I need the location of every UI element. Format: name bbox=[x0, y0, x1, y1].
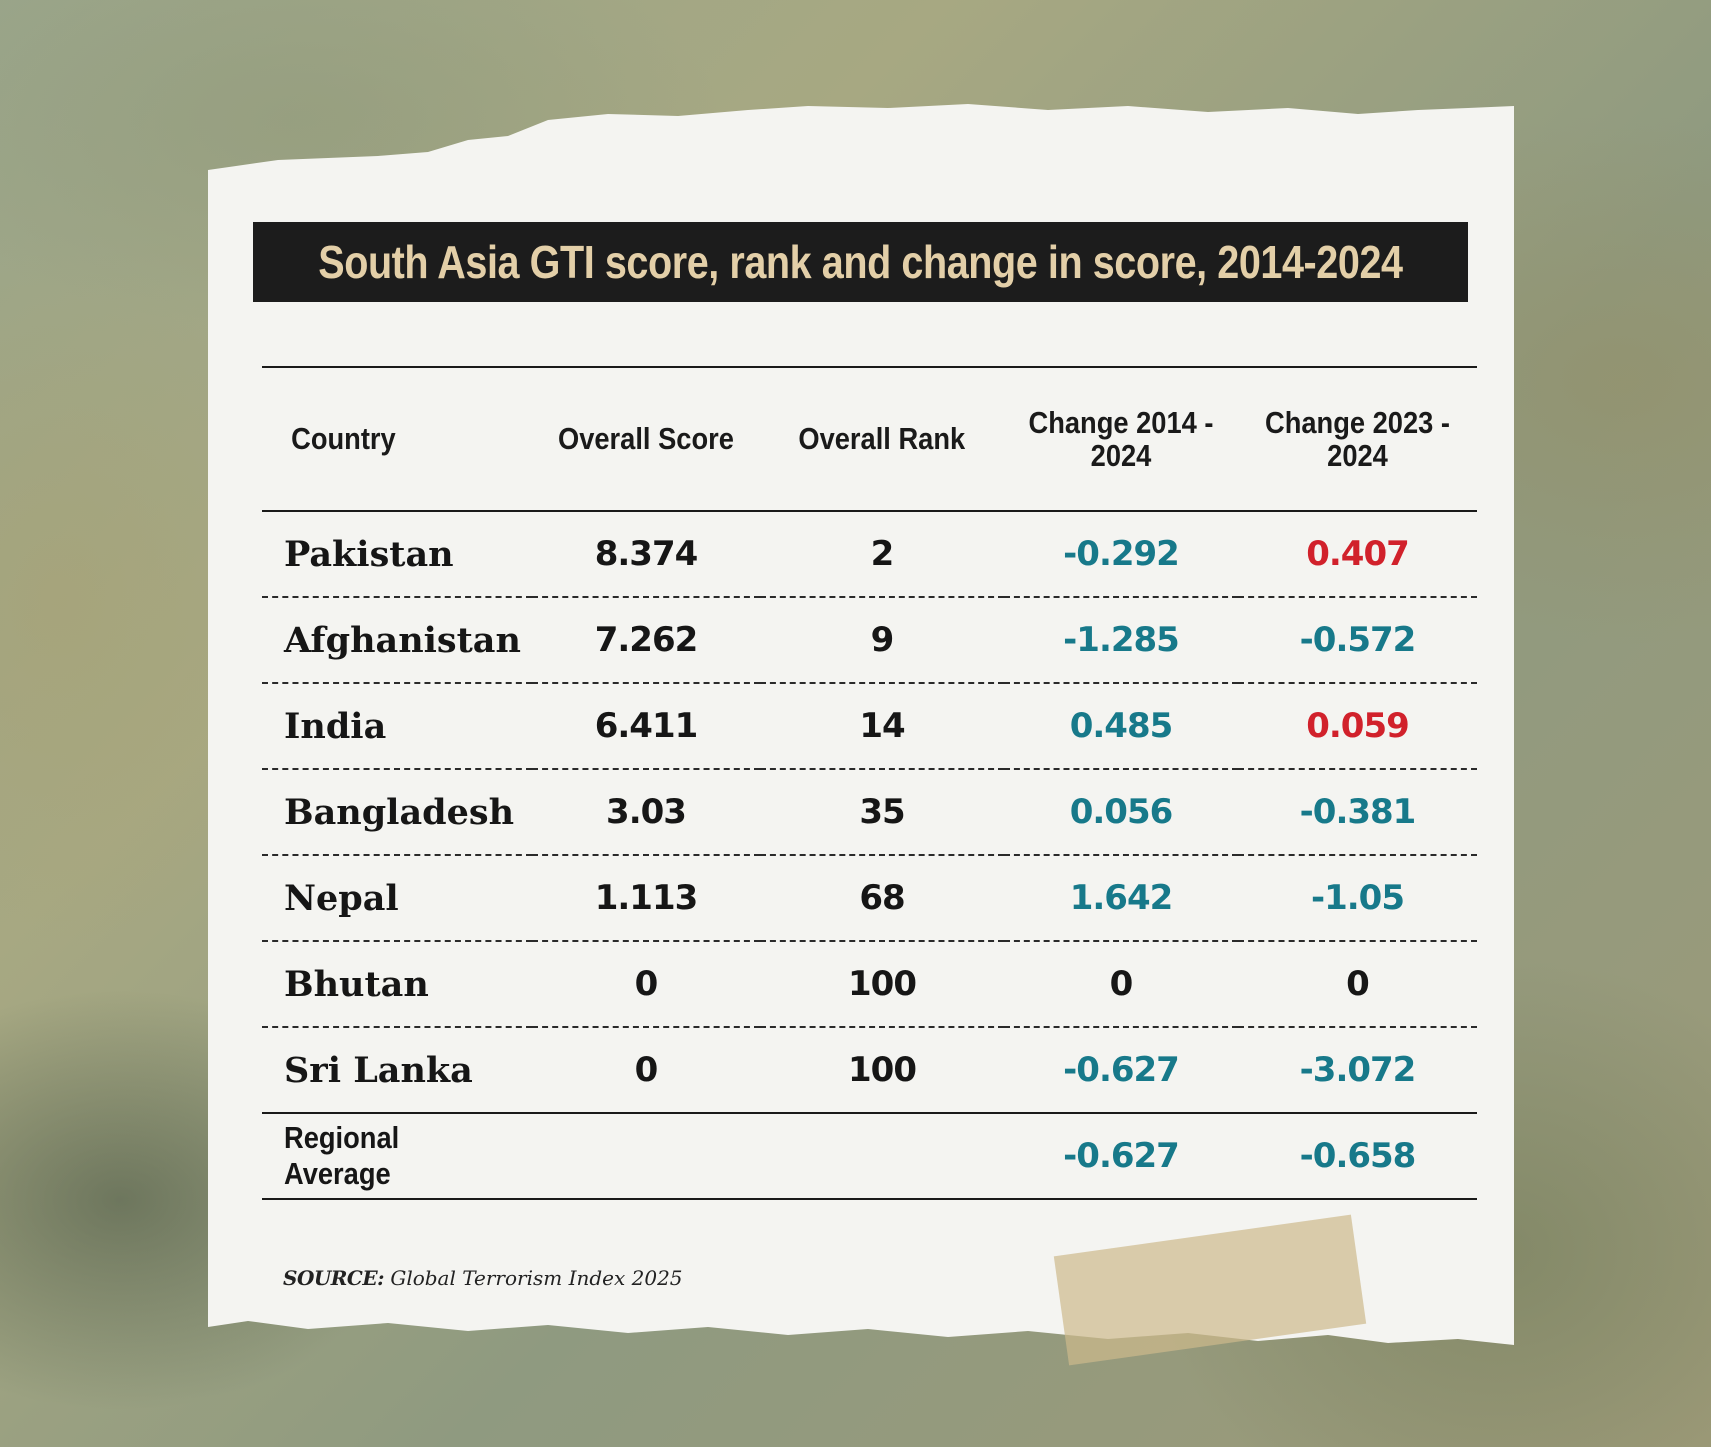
change-2023-2024-cell: 0 bbox=[1346, 964, 1370, 1004]
table-row: Pakistan 8.374 2 -0.292 0.407 bbox=[262, 511, 1477, 597]
rank-cell: 2 bbox=[870, 534, 895, 574]
rank-cell: 9 bbox=[870, 620, 895, 660]
header-change-2023-2024: Change 2023 - 2024 bbox=[1265, 404, 1450, 473]
rank-cell: 14 bbox=[859, 706, 905, 746]
table-row: Sri Lanka 0 100 -0.627 -3.072 bbox=[262, 1027, 1477, 1113]
rank-cell: 100 bbox=[848, 1050, 917, 1090]
regional-average-rank bbox=[760, 1113, 1004, 1199]
table-row: Afghanistan 7.262 9 -1.285 -0.572 bbox=[262, 597, 1477, 683]
change-2014-2024-cell: -0.292 bbox=[1063, 534, 1180, 574]
score-cell: 0 bbox=[634, 1050, 659, 1090]
rank-cell: 68 bbox=[859, 878, 905, 918]
table-body: Pakistan 8.374 2 -0.292 0.407 Afghanistan 7.26… bbox=[262, 511, 1477, 1199]
regional-average-change-2014-2024: -0.627 bbox=[1063, 1136, 1180, 1176]
table-row: Bangladesh 3.03 35 0.056 -0.381 bbox=[262, 769, 1477, 855]
table-row: India 6.411 14 0.485 0.059 bbox=[262, 683, 1477, 769]
country-cell: Sri Lanka bbox=[284, 1049, 473, 1091]
title-bar: South Asia GTI score, rank and change in… bbox=[253, 222, 1468, 302]
change-2014-2024-cell: 0.485 bbox=[1069, 706, 1174, 746]
country-cell: Bangladesh bbox=[284, 791, 515, 833]
country-cell: India bbox=[284, 705, 387, 747]
regional-average-change-2023-2024: -0.658 bbox=[1299, 1136, 1417, 1176]
regional-average-score bbox=[532, 1113, 760, 1199]
country-cell: Nepal bbox=[284, 877, 399, 919]
header-overall-score: Overall Score bbox=[558, 421, 734, 457]
regional-average-row: Regional Average -0.627 -0.658 bbox=[262, 1113, 1477, 1199]
score-cell: 1.113 bbox=[594, 878, 699, 918]
score-cell: 0 bbox=[634, 964, 659, 1004]
source-label: SOURCE: bbox=[283, 1266, 384, 1290]
score-cell: 3.03 bbox=[606, 792, 687, 832]
score-cell: 7.262 bbox=[594, 620, 699, 660]
chart-title: South Asia GTI score, rank and change in… bbox=[318, 236, 1403, 288]
score-cell: 6.411 bbox=[594, 706, 699, 746]
table-row: Nepal 1.113 68 1.642 -1.05 bbox=[262, 855, 1477, 941]
change-2014-2024-cell: 0.056 bbox=[1069, 792, 1174, 832]
change-2023-2024-cell: -1.05 bbox=[1311, 878, 1405, 918]
country-cell: Afghanistan bbox=[284, 619, 521, 661]
regional-average-label: Regional Average bbox=[284, 1120, 400, 1191]
change-2014-2024-cell: 1.642 bbox=[1069, 878, 1174, 918]
table-header-row: Country Overall Score Overall Rank Chang… bbox=[262, 367, 1477, 511]
change-2014-2024-cell: 0 bbox=[1109, 964, 1134, 1004]
rank-cell: 100 bbox=[848, 964, 917, 1004]
rank-cell: 35 bbox=[859, 792, 905, 832]
source-note: SOURCE: Global Terrorism Index 2025 bbox=[283, 1266, 683, 1290]
change-2023-2024-cell: 0.407 bbox=[1306, 534, 1410, 574]
table-row: Bhutan 0 100 0 0 bbox=[262, 941, 1477, 1027]
change-2023-2024-cell: -0.572 bbox=[1299, 620, 1417, 660]
score-cell: 8.374 bbox=[594, 534, 699, 574]
country-cell: Bhutan bbox=[284, 963, 429, 1005]
gti-table: Country Overall Score Overall Rank Chang… bbox=[262, 366, 1477, 1200]
country-cell: Pakistan bbox=[284, 533, 454, 575]
change-2014-2024-cell: -1.285 bbox=[1063, 620, 1180, 660]
header-overall-rank: Overall Rank bbox=[798, 421, 966, 457]
paper-card bbox=[208, 100, 1514, 1345]
header-change-2014-2024: Change 2014 - 2024 bbox=[1028, 404, 1214, 473]
change-2023-2024-cell: -3.072 bbox=[1299, 1050, 1417, 1090]
change-2014-2024-cell: -0.627 bbox=[1063, 1050, 1180, 1090]
change-2023-2024-cell: 0.059 bbox=[1306, 706, 1410, 746]
source-text: Global Terrorism Index 2025 bbox=[390, 1266, 683, 1290]
change-2023-2024-cell: -0.381 bbox=[1299, 792, 1417, 832]
header-country: Country bbox=[291, 421, 396, 457]
